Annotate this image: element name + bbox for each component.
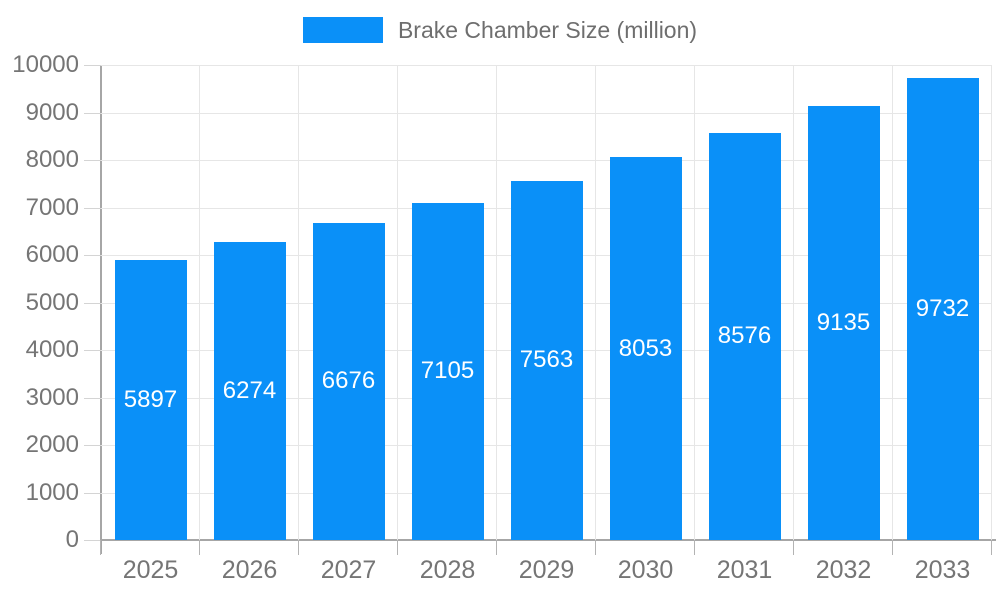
x-axis-label: 2027 [320,556,377,584]
bar-value-label: 8576 [717,322,772,350]
y-axis-tick [84,112,101,114]
v-gridline [298,65,299,540]
bar-value-label: 9135 [816,309,871,337]
bar-2025: 5897 [114,259,187,540]
v-gridline [397,65,398,540]
x-axis-tick [298,540,299,555]
bar-value-label: 9732 [915,294,970,322]
bar-2026: 6274 [213,241,286,540]
bar-2032: 9135 [807,106,880,540]
bar-2027: 6676 [312,222,385,540]
x-axis-tick [892,540,893,555]
x-axis-tick [496,540,497,555]
x-axis-label: 2026 [221,556,278,584]
bar-value-label: 8053 [618,334,673,362]
v-gridline [496,65,497,540]
v-gridline [199,65,200,540]
y-axis-label: 10000 [12,51,79,78]
bar-value-label: 5897 [123,385,178,413]
x-axis-tick [199,540,200,555]
y-axis-line [100,65,102,554]
y-axis-tick [84,540,101,541]
bar-2030: 8053 [609,157,682,540]
h-gridline [101,112,992,114]
y-axis-label: 4000 [25,336,79,363]
y-axis-tick [84,445,101,446]
h-gridline [101,65,992,66]
x-axis-tick [793,540,794,555]
bar-2028: 7105 [411,202,484,540]
x-axis-label: 2033 [914,556,971,584]
x-axis-tick [595,540,596,555]
bar-2029: 7563 [510,180,583,540]
y-axis-label: 5000 [25,288,79,316]
y-axis-label: 8000 [25,146,79,173]
y-axis-tick [84,255,101,256]
y-axis-label: 7000 [25,193,79,221]
y-axis-label: 6000 [25,241,79,268]
y-axis-tick [84,207,101,209]
x-axis-label: 2030 [617,556,674,584]
y-axis-label: 1000 [25,478,79,506]
y-axis-tick [84,397,101,399]
bar-2031: 8576 [708,132,781,540]
v-gridline [694,65,695,540]
x-axis-label: 2031 [716,556,773,584]
x-axis-tick [397,540,398,555]
y-axis-label: 2000 [25,431,79,458]
v-gridline [991,65,992,540]
v-gridline [595,65,596,540]
x-axis-tick [694,540,695,555]
legend-label: Brake Chamber Size (million) [397,16,698,43]
y-axis-label: 0 [65,526,79,553]
y-axis-label: 3000 [25,383,79,411]
x-axis-label: 2028 [419,556,476,584]
y-axis-label: 9000 [25,98,79,126]
h-gridline [101,160,992,161]
x-axis-tick [991,540,992,555]
v-gridline [793,65,794,540]
legend-swatch-icon [302,17,383,43]
bar-value-label: 7105 [420,357,475,385]
bar-value-label: 6274 [222,376,277,404]
x-axis-tick [100,540,101,555]
x-axis-label: 2025 [122,556,179,584]
bar-2033: 9732 [906,77,979,540]
v-gridline [892,65,893,540]
x-axis-label: 2032 [815,556,872,584]
y-axis-tick [84,492,101,494]
legend[interactable]: Brake Chamber Size (million) [0,14,1000,46]
bar-value-label: 7563 [519,346,574,374]
y-axis-tick [84,302,101,304]
y-axis-tick [84,350,101,351]
y-axis-tick [84,160,101,161]
y-axis-tick [84,65,101,66]
bar-value-label: 6676 [321,367,376,395]
plot-area: 5897 6274 6676 7105 7563 8053 8576 9135 9732 [101,65,992,540]
x-axis-label: 2029 [518,556,575,584]
x-axis-line [100,539,996,541]
